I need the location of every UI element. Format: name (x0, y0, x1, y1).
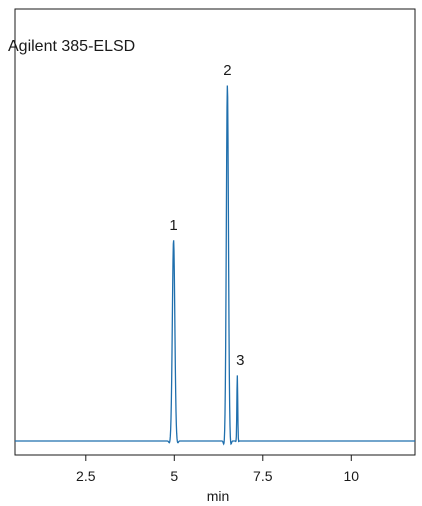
chart-title: Agilent 385-ELSD (8, 38, 135, 55)
chromatogram-trace (15, 85, 415, 446)
x-axis-ticks: 2.5 5 7.5 10 (76, 455, 359, 484)
x-axis-label: min (207, 488, 230, 504)
peak-labels: 1 2 3 (169, 62, 244, 369)
plot-frame (14, 8, 416, 456)
peak-label: 1 (169, 217, 177, 234)
x-tick-label: 7.5 (253, 468, 273, 484)
x-tick-label: 10 (343, 468, 359, 484)
x-tick-label: 5 (170, 468, 178, 484)
peak-label: 2 (223, 62, 231, 79)
x-tick-label: 2.5 (76, 468, 96, 484)
peak-label: 3 (236, 352, 244, 369)
